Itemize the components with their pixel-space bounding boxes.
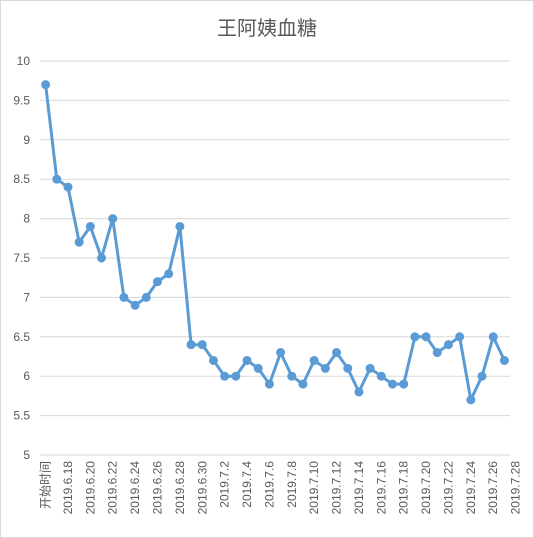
y-tick-label: 10 bbox=[17, 54, 31, 68]
y-tick-label: 7 bbox=[23, 290, 30, 304]
data-point bbox=[141, 292, 151, 302]
data-point bbox=[455, 332, 465, 342]
data-point bbox=[130, 300, 140, 310]
data-point bbox=[432, 348, 442, 358]
data-point bbox=[108, 214, 118, 224]
data-point bbox=[287, 371, 297, 381]
x-tick-label: 2019.6.24 bbox=[128, 461, 142, 515]
data-point bbox=[499, 355, 509, 365]
x-tick-label: 2019.6.18 bbox=[61, 461, 75, 515]
data-point bbox=[164, 269, 174, 279]
x-tick-label: 2019.7.20 bbox=[419, 461, 433, 515]
y-tick-label: 5 bbox=[23, 448, 30, 462]
series-blood-sugar bbox=[41, 80, 509, 405]
data-point bbox=[63, 182, 73, 192]
data-point bbox=[153, 277, 162, 287]
data-point bbox=[376, 371, 386, 381]
x-tick-label: 2019.7.18 bbox=[397, 461, 411, 515]
data-point bbox=[388, 379, 397, 389]
data-point bbox=[264, 379, 274, 389]
x-tick-label: 2019.7.24 bbox=[464, 461, 478, 515]
data-point bbox=[74, 237, 84, 247]
data-point bbox=[466, 395, 476, 405]
data-point bbox=[85, 221, 95, 231]
data-point bbox=[197, 340, 207, 350]
data-point bbox=[52, 174, 62, 184]
y-tick-label: 9.5 bbox=[13, 93, 30, 107]
data-point bbox=[253, 363, 263, 373]
data-point bbox=[320, 363, 330, 373]
data-point bbox=[220, 371, 230, 381]
data-point bbox=[477, 371, 487, 381]
y-tick-label: 6.5 bbox=[13, 330, 30, 344]
data-point bbox=[276, 348, 286, 358]
data-point bbox=[186, 340, 196, 350]
x-tick-label: 2019.7.12 bbox=[330, 461, 344, 515]
x-tick-label: 2019.7.26 bbox=[486, 461, 500, 515]
data-point bbox=[97, 253, 107, 263]
data-point bbox=[41, 80, 51, 90]
x-tick-label: 2019.7.2 bbox=[218, 461, 232, 508]
x-tick-label: 2019.7.16 bbox=[374, 461, 388, 515]
data-point bbox=[365, 363, 375, 373]
y-axis-ticks: 5 5.5 6 6.5 7 7.5 8 8.5 9 9.5 10 bbox=[13, 54, 30, 462]
x-tick-label: 开始时间 bbox=[39, 461, 53, 509]
y-tick-label: 9 bbox=[23, 133, 30, 147]
y-tick-label: 6 bbox=[23, 369, 30, 383]
x-tick-label: 2019.6.26 bbox=[151, 461, 165, 515]
chart-title: 王阿姨血糖 bbox=[217, 16, 317, 40]
data-point bbox=[443, 340, 453, 350]
y-tick-label: 8 bbox=[23, 212, 30, 226]
data-point bbox=[399, 379, 409, 389]
y-tick-label: 5.5 bbox=[13, 409, 30, 423]
x-tick-label: 2019.7.14 bbox=[352, 461, 366, 515]
x-tick-label: 2019.7.4 bbox=[240, 461, 254, 508]
x-tick-label: 2019.6.22 bbox=[106, 461, 120, 515]
data-point bbox=[119, 292, 129, 302]
data-point bbox=[410, 332, 420, 342]
data-point bbox=[242, 355, 252, 365]
gridlines bbox=[40, 60, 510, 456]
x-tick-label: 2019.7.8 bbox=[285, 461, 299, 508]
data-point bbox=[421, 332, 431, 342]
x-tick-label: 2019.6.28 bbox=[173, 461, 187, 515]
data-point bbox=[488, 332, 498, 342]
x-tick-label: 2019.6.30 bbox=[195, 461, 209, 515]
y-tick-label: 7.5 bbox=[13, 251, 30, 265]
x-tick-label: 2019.7.22 bbox=[441, 461, 455, 515]
x-tick-label: 2019.6.20 bbox=[83, 461, 97, 515]
data-point bbox=[298, 379, 308, 389]
data-point bbox=[332, 348, 342, 358]
data-point bbox=[343, 363, 353, 373]
y-tick-label: 8.5 bbox=[13, 172, 30, 186]
x-tick-label: 2019.7.10 bbox=[307, 461, 321, 515]
data-point bbox=[175, 221, 185, 231]
data-point bbox=[208, 355, 218, 365]
data-point bbox=[309, 355, 319, 365]
data-point bbox=[354, 387, 364, 397]
data-point bbox=[231, 371, 241, 381]
x-tick-label: 2019.7.6 bbox=[262, 461, 276, 508]
x-tick-label: 2019.7.28 bbox=[509, 461, 523, 515]
x-axis-ticks: 开始时间 2019.6.18 2019.6.20 2019.6.22 2019.6.24… bbox=[39, 461, 523, 515]
